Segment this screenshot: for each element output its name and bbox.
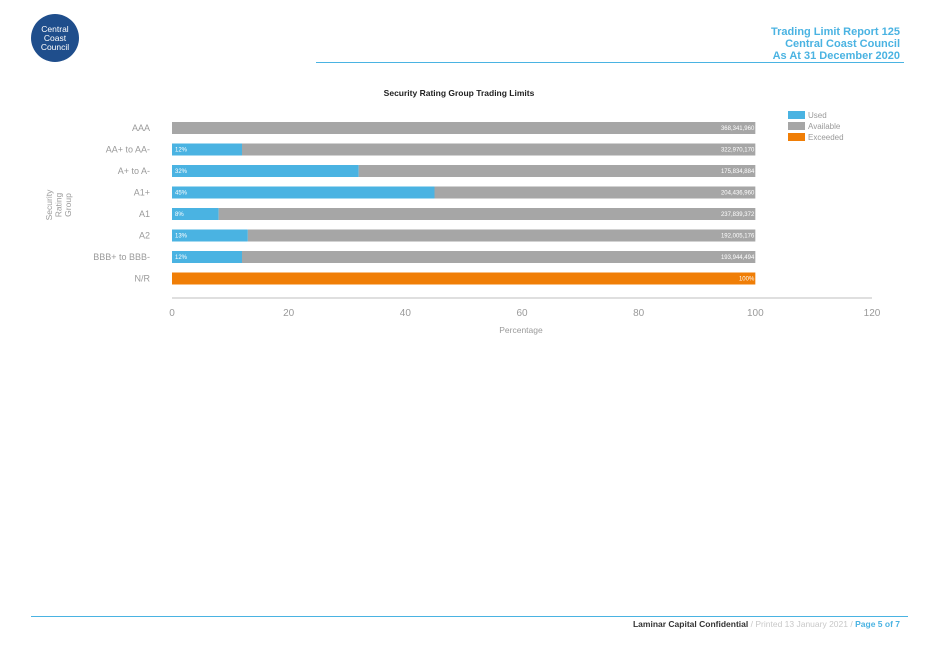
category-label-a1: A1+	[134, 188, 150, 198]
data-label-available-bbb-to-bbb: 193,944,494	[721, 255, 755, 261]
bar-available-aaa	[172, 122, 756, 134]
legend-swatch-available	[788, 122, 805, 130]
footer-printed-date: Printed 13 January 2021	[755, 619, 848, 629]
x-tick-label: 60	[516, 308, 528, 319]
legend-label-used: Used	[808, 111, 827, 120]
header-divider	[316, 62, 904, 63]
legend-swatch-used	[788, 111, 805, 119]
category-label-bbb-to-bbb: BBB+ to BBB-	[93, 252, 150, 262]
bar-available-bbb-to-bbb	[242, 251, 756, 263]
category-label-a2: A2	[139, 231, 150, 241]
y-axis-title: SecurityRatingGroup	[44, 189, 73, 220]
x-tick-label: 80	[633, 308, 645, 319]
footer-page-number: Page 5 of 7	[855, 619, 900, 629]
report-title: Trading Limit Report 125	[771, 26, 900, 38]
category-label-a1: A1	[139, 209, 150, 219]
report-date: As At 31 December 2020	[772, 50, 900, 62]
category-label-aaa: AAA	[132, 123, 150, 133]
data-label-available-a-to-a: 175,834,884	[721, 169, 755, 175]
x-tick-label: 0	[169, 308, 175, 319]
category-labels: AAA AA+ to AA- A+ to A- A1+ A1 A2 BBB+ to BBB-…	[93, 123, 150, 284]
legend-label-exceeded: Exceeded	[808, 133, 844, 142]
logo-line-3: Council	[40, 41, 70, 52]
data-label-available-a2: 192,005,176	[721, 234, 755, 240]
y-axis-title-group: SecurityRatingGroup	[44, 189, 73, 220]
footer-separator-1: /	[750, 619, 753, 629]
data-label-used-a1: 45%	[175, 191, 188, 197]
x-tick-label: 120	[864, 308, 881, 319]
logo-line-2: Coast	[43, 32, 67, 43]
footer-divider	[31, 616, 908, 617]
bar-available-aa-to-aa	[242, 143, 756, 156]
council-logo: Central Coast Council	[31, 14, 79, 62]
bar-available-a1	[218, 208, 756, 220]
data-label-used-bbb-to-bbb: 12%	[175, 255, 188, 261]
x-axis-ticks: 0 20 40 60 80 100 120	[169, 308, 881, 319]
bar-available-a-to-a	[358, 165, 756, 177]
category-label-aa-to-aa: AA+ to AA-	[106, 145, 150, 155]
data-label-available-aaa: 368,341,960	[721, 126, 755, 132]
bar-available-a2	[247, 229, 756, 242]
data-label-available-a1: 237,839,372	[721, 212, 755, 218]
x-axis-title: Percentage	[499, 325, 543, 335]
bar-used-aa-to-aa	[172, 143, 242, 156]
bar-exceeded-n-r	[172, 272, 756, 285]
data-label-used-a-to-a: 32%	[175, 169, 188, 175]
data-label-exceeded-n-r: 100%	[739, 277, 755, 283]
bar-used-a2	[172, 229, 248, 242]
bar-used-a-to-a	[172, 165, 359, 177]
category-label-n-r: N/R	[135, 274, 151, 284]
bars: 368,341,960 12% 322,970,170 32% 175,834,884 4…	[172, 122, 756, 285]
x-tick-label: 40	[400, 308, 412, 319]
legend-swatch-exceeded	[788, 133, 805, 141]
data-label-used-a1: 8%	[175, 212, 184, 218]
legend: Used Available Exceeded	[788, 111, 844, 142]
bar-used-bbb-to-bbb	[172, 251, 242, 263]
page-footer: Laminar Capital Confidential / Printed 1…	[633, 619, 900, 629]
category-label-a-to-a: A+ to A-	[118, 166, 150, 176]
x-tick-label: 20	[283, 308, 295, 319]
report-header: Trading Limit Report 125 Central Coast C…	[771, 26, 900, 62]
bar-used-a1	[172, 208, 219, 220]
report-council: Central Coast Council	[785, 38, 900, 50]
data-label-used-aa-to-aa: 12%	[175, 148, 188, 154]
footer-separator-2: /	[850, 619, 853, 629]
data-label-used-a2: 13%	[175, 234, 188, 240]
footer-confidential: Laminar Capital Confidential	[632, 619, 749, 629]
data-label-available-a1: 204,436,960	[721, 191, 755, 197]
x-tick-label: 100	[747, 308, 764, 319]
legend-label-available: Available	[808, 122, 841, 131]
bar-available-a1	[434, 186, 756, 199]
data-label-available-aa-to-aa: 322,970,170	[721, 148, 755, 154]
logo-line-1: Central	[41, 23, 69, 34]
bar-used-a1	[172, 186, 435, 199]
chart-title: Security Rating Group Trading Limits	[384, 88, 535, 98]
